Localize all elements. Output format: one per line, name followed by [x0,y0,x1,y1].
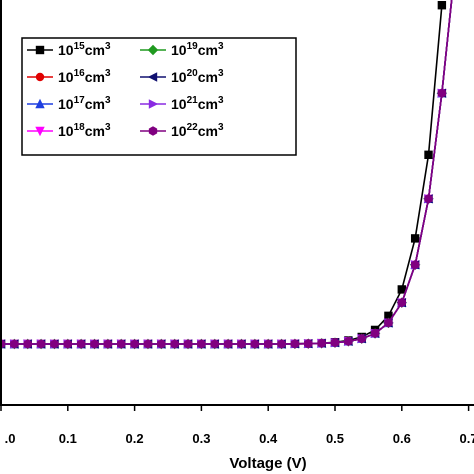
legend-item: 1020cm3 [140,68,224,85]
data-point [35,45,45,55]
data-point [317,338,326,349]
data-point [183,339,193,349]
series-8 [0,0,453,349]
legend: 1015cm3 1016cm3 1017cm3 1018cm3 1019cm3 1020c… [21,37,297,156]
x-tick-label: 0.2 [126,431,144,446]
data-point [157,339,166,349]
data-point [35,126,45,137]
x-tick-label: 0.1 [59,431,77,446]
data-point [10,339,19,349]
data-point [223,339,233,349]
data-point [250,339,259,349]
data-point [384,318,393,328]
data-point [344,336,353,347]
data-point [77,339,86,349]
data-point [277,339,286,349]
axes-layer: .0 0.1 0.2 0.3 0.4 0.5 0.6 0.7 [0,0,474,446]
data-point [23,339,32,349]
x-axis-title: Voltage (V) [229,455,306,472]
data-point [35,98,45,109]
data-point [437,88,447,98]
legend-item: 1018cm3 [27,122,111,139]
data-point [411,260,420,270]
data-point [50,339,59,349]
legend-label: 1017cm3 [58,95,111,112]
data-point [424,150,433,159]
data-point [170,339,179,349]
data-point [357,333,366,344]
data-point [130,339,139,349]
x-tick-label: 0.3 [192,431,210,446]
data-point [370,328,380,339]
x-tick-label: 0.5 [326,431,344,446]
data-point [148,99,159,109]
data-point [103,339,113,349]
data-point [35,72,45,82]
data-point [304,338,313,349]
data-point [290,339,300,349]
data-point [384,311,393,321]
data-point [397,285,406,294]
legend-label: 1018cm3 [58,122,111,139]
legend-label: 1022cm3 [171,122,224,139]
data-point [437,0,447,10]
legend-item: 1015cm3 [27,41,111,58]
x-tick-label: 0.6 [393,431,411,446]
legend-item: 1017cm3 [27,95,111,112]
data-point [264,339,273,349]
data-point [36,339,46,349]
legend-label: 1016cm3 [58,68,111,85]
legend-item: 1022cm3 [140,122,224,139]
data-point [147,44,159,56]
x-tick-label: 0.7 [460,431,474,446]
data-point [397,297,406,308]
legend-item: 1016cm3 [27,68,111,85]
data-point [148,126,158,136]
legend-label: 1020cm3 [171,68,224,85]
data-point [197,339,206,349]
data-point [117,339,126,349]
legend-box [21,37,297,156]
data-point [210,339,219,349]
data-point [330,337,340,348]
legend-item: 1019cm3 [140,41,224,58]
legend-label: 1021cm3 [171,95,224,112]
data-point [63,339,72,349]
x-tick-label: .0 [5,431,16,446]
data-point [237,339,246,349]
legend-item: 1021cm3 [140,95,224,112]
legend-label: 1019cm3 [171,41,224,58]
series-layer [0,0,453,350]
data-point [410,234,420,243]
data-point [90,339,99,349]
x-tick-label: 0.4 [259,431,278,446]
data-point [147,72,158,82]
legend-label: 1015cm3 [58,41,111,58]
data-point [424,194,433,204]
data-point [143,339,153,349]
